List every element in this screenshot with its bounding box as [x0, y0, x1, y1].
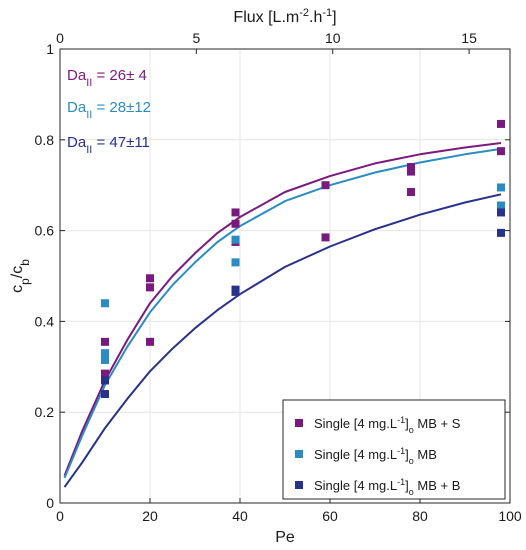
y-tick: 0.2: [35, 404, 510, 420]
data-point-series-3: [497, 228, 505, 237]
legend-marker: [295, 481, 303, 489]
data-point-series-1: [101, 337, 109, 346]
annotations: DaII = 26± 4 DaII = 28±12 DaII = 47±11: [67, 67, 151, 156]
data-point-series-1: [497, 119, 505, 128]
plot-frame: [59, 48, 511, 504]
data-point-series-2: [101, 299, 109, 308]
da-annotation-2: DaII = 28±12: [67, 99, 151, 121]
legend: Single [4 mg.L-1]o MB + S Single [4 mg.L-…: [282, 399, 506, 500]
data-point-series-3: [101, 376, 109, 385]
legend-label: Single [4 mg.L-1]o MB + B: [314, 477, 460, 497]
fit-curve-1: [63, 142, 502, 477]
top-tick-label: 0: [56, 30, 64, 46]
y-tick-label: 0.4: [35, 313, 55, 329]
data-point-series-1: [407, 167, 415, 176]
legend-label: Single [4 mg.L-1]o MB: [314, 446, 437, 466]
da-annotation-3: DaII = 47±11: [67, 134, 150, 156]
top-tick-label: 15: [461, 30, 477, 46]
data-point-series-3: [497, 208, 505, 217]
y-tick-label: 0.2: [35, 404, 55, 420]
data-point-series-1: [146, 337, 154, 346]
x-tick: 20: [142, 498, 158, 524]
top-tick: 15: [461, 30, 477, 54]
legend-box: [282, 399, 506, 500]
legend-item-2: Single [4 mg.L-1]o MB: [295, 446, 437, 466]
legend-marker: [295, 419, 303, 427]
data-point-series-2: [231, 235, 240, 244]
data-point-series-2: [497, 183, 505, 192]
y-axis-ticks: 0 0.2 0.4 0.6 0.8 1: [35, 41, 510, 511]
top-tick-label: 5: [192, 30, 200, 46]
data-point-series-1: [101, 369, 109, 378]
data-point-series-2: [231, 258, 240, 267]
top-axis-title: Flux [L.m-2.h-1]: [233, 7, 336, 26]
data-point-series-1: [231, 208, 240, 217]
data-point-series-3: [231, 287, 240, 296]
x-tick-label: 20: [142, 508, 158, 524]
x-tick-label: 80: [412, 508, 428, 524]
legend-item-3: Single [4 mg.L-1]o MB + B: [295, 477, 460, 497]
data-point-series-1: [321, 233, 330, 242]
legend-marker: [295, 450, 303, 458]
y-tick-label: 0.8: [35, 132, 55, 148]
data-point-series-2: [101, 355, 109, 364]
data-point-series-1: [231, 219, 240, 228]
x-tick-label: 40: [232, 508, 248, 524]
x-axis-title: Pe: [275, 529, 295, 546]
data-point-series-1: [407, 163, 415, 172]
x-axis-ticks: 0 20 40 60 80 100: [56, 498, 522, 524]
x-tick-label: 0: [56, 508, 64, 524]
legend-label: Single [4 mg.L-1]o MB + S: [314, 415, 461, 435]
y-tick-label: 1: [46, 41, 54, 57]
fit-curve-3: [63, 193, 502, 488]
x-tick: 40: [232, 498, 248, 524]
data-point-series-1: [321, 181, 330, 190]
data-points: [101, 119, 505, 399]
x-tick: 100: [498, 498, 522, 524]
fit-curve-2: [63, 147, 502, 479]
data-point-series-3: [101, 390, 109, 399]
top-tick: 10: [325, 30, 341, 54]
y-tick-label: 0.6: [35, 223, 55, 239]
x-tick: 0: [56, 498, 64, 524]
y-tick: 0: [46, 495, 510, 511]
data-point-series-2: [497, 201, 505, 210]
top-tick-label: 10: [325, 30, 341, 46]
da-annotation-1: DaII = 26± 4: [67, 67, 147, 89]
x-tick-label: 60: [322, 508, 338, 524]
y-tick-label: 0: [46, 495, 54, 511]
data-point-series-1: [146, 274, 154, 283]
x-tick-label: 100: [498, 508, 522, 524]
top-tick: 0: [56, 30, 64, 54]
y-tick: 0.8: [35, 132, 510, 148]
data-point-series-1: [407, 188, 415, 197]
y-tick: 0.6: [35, 223, 510, 239]
legend-item-1: Single [4 mg.L-1]o MB + S: [295, 415, 461, 435]
y-axis-title: cp/cb: [9, 259, 32, 293]
data-point-series-1: [497, 147, 505, 156]
y-tick: 0.4: [35, 313, 510, 329]
data-point-series-1: [146, 283, 154, 292]
y-tick: 1: [46, 41, 510, 57]
fit-curves: [63, 142, 502, 488]
top-axis-ticks: 0 5 10 15: [56, 30, 477, 54]
data-point-series-2: [101, 349, 109, 358]
top-tick: 5: [192, 30, 200, 54]
